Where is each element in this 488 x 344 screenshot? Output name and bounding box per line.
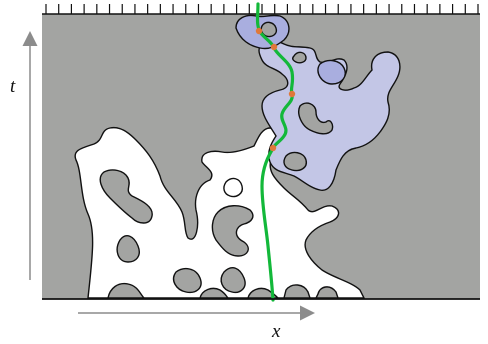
hole-7 [199, 287, 230, 299]
cluster-hole-2 [298, 102, 334, 135]
junction-dot-3 [288, 90, 296, 98]
top-ruler-ticks [45, 4, 479, 14]
hole-10 [314, 286, 339, 299]
green-trajectory [255, 2, 295, 302]
cluster-hole-1 [292, 51, 307, 64]
empty-region-small [223, 177, 244, 198]
t-axis-label: t [10, 76, 16, 97]
cluster-hole-3 [283, 151, 307, 172]
hole-2 [116, 235, 140, 263]
hole-5 [220, 267, 246, 294]
hole-9 [283, 284, 311, 299]
hole-8 [247, 287, 280, 299]
x-axis-label: x [271, 321, 281, 342]
hole-4 [172, 267, 202, 294]
junction-dot-2 [270, 43, 278, 51]
junction-dot-4 [269, 144, 277, 152]
junction-dot-1 [255, 27, 263, 35]
cluster-core-right [317, 59, 346, 85]
hole-3 [211, 205, 254, 257]
hole-6 [107, 282, 146, 299]
hole-1 [99, 169, 153, 224]
